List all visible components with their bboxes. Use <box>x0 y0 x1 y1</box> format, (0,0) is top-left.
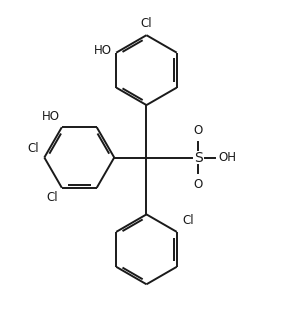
Text: O: O <box>193 178 202 191</box>
Text: Cl: Cl <box>27 142 39 155</box>
Text: HO: HO <box>41 110 60 123</box>
Text: Cl: Cl <box>141 17 152 30</box>
Text: Cl: Cl <box>47 191 58 204</box>
Text: HO: HO <box>94 44 112 57</box>
Text: Cl: Cl <box>182 215 194 227</box>
Text: OH: OH <box>218 151 236 164</box>
Text: O: O <box>193 124 202 137</box>
Text: S: S <box>194 151 202 164</box>
